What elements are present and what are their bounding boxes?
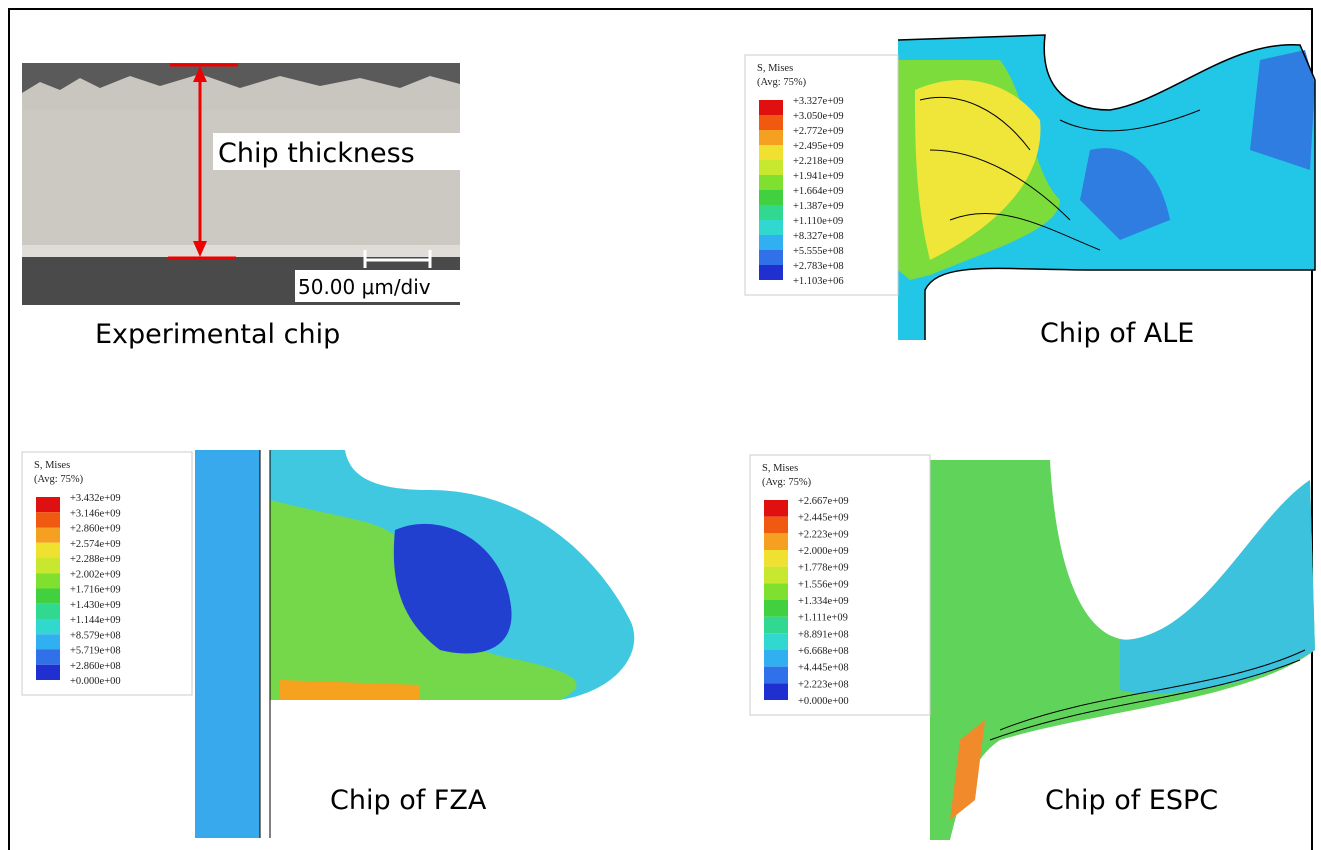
legend-value: +1.387e+09 (793, 201, 844, 212)
legend-title: S, Mises (757, 63, 793, 74)
legend-subtitle: (Avg: 75%) (757, 77, 807, 88)
legend-value: +3.050e+09 (793, 111, 844, 122)
legend-value: +2.223e+09 (798, 529, 849, 540)
legend-title: S, Mises (762, 463, 798, 474)
caption: Chip of ALE (1040, 318, 1194, 349)
legend-subtitle: (Avg: 75%) (34, 474, 84, 485)
legend-swatch (764, 617, 788, 634)
legend-value: +1.111e+09 (798, 613, 848, 624)
figure: Chip thickness 50.00 μm/div Experimental… (0, 0, 1321, 850)
legend-value: +1.334e+09 (798, 596, 849, 607)
legend-swatch (759, 175, 783, 190)
legend-subtitle: (Avg: 75%) (762, 477, 812, 488)
legend-swatch (764, 567, 788, 584)
legend-swatch (759, 145, 783, 160)
legend-value: +1.110e+09 (793, 216, 843, 227)
legend-value: +2.860e+08 (70, 661, 121, 672)
espc-contour (930, 460, 1315, 840)
legend-value: +0.000e+00 (70, 676, 121, 687)
legend-swatch (759, 115, 783, 130)
legend-swatch (764, 633, 788, 650)
legend-swatch (759, 130, 783, 145)
ale-contour (898, 35, 1315, 340)
legend-value: +2.218e+09 (793, 156, 844, 167)
fza-contour (195, 450, 634, 838)
legend-swatch (36, 573, 60, 588)
legend-title: S, Mises (34, 460, 70, 471)
legend-swatch (764, 600, 788, 617)
legend-swatch (764, 583, 788, 600)
legend-swatch (759, 190, 783, 205)
legend-value: +2.783e+08 (793, 261, 844, 272)
caption: Chip of FZA (330, 785, 487, 816)
legend-swatch (36, 589, 60, 604)
legend-swatch (36, 604, 60, 619)
legend-swatch (36, 543, 60, 558)
legend-value: +8.327e+08 (793, 231, 844, 242)
legend-value: +2.860e+09 (70, 524, 121, 535)
legend-swatch (764, 500, 788, 517)
caption: Experimental chip (95, 319, 340, 350)
legend-value: +8.579e+08 (70, 630, 121, 641)
legend-swatch (759, 205, 783, 220)
legend-value: +1.556e+09 (798, 579, 849, 590)
legend-value: +3.432e+09 (70, 493, 121, 504)
legend-swatch (759, 160, 783, 175)
legend-value: +2.445e+09 (798, 513, 849, 524)
legend-swatch (36, 512, 60, 527)
legend-value: +3.146e+09 (70, 508, 121, 519)
legend-swatch (36, 650, 60, 665)
legend-swatch (764, 517, 788, 534)
legend-value: +2.772e+09 (793, 126, 844, 137)
legend-swatch (36, 528, 60, 543)
thickness-label: Chip thickness (218, 138, 415, 169)
legend-value: +2.667e+09 (798, 496, 849, 507)
legend-swatch (759, 220, 783, 235)
legend-swatch (764, 533, 788, 550)
legend-swatch (36, 619, 60, 634)
legend-swatch (764, 683, 788, 700)
legend-value: +1.430e+09 (70, 600, 121, 611)
legend-value: +3.327e+09 (793, 96, 844, 107)
legend-value: +8.891e+08 (798, 629, 849, 640)
legend-swatch (759, 235, 783, 250)
legend-value: +5.555e+08 (793, 246, 844, 257)
legend-value: +1.941e+09 (793, 171, 844, 182)
caption: Chip of ESPC (1045, 785, 1218, 816)
legend-swatch (36, 665, 60, 680)
legend-value: +2.288e+09 (70, 554, 121, 565)
legend-value: +1.716e+09 (70, 585, 121, 596)
experimental-photo (22, 63, 460, 305)
legend-swatch (764, 550, 788, 567)
legend-value: +2.574e+09 (70, 539, 121, 550)
legend-value: +6.668e+08 (798, 646, 849, 657)
page: {"experimental":{"thickness_label":"Chip… (0, 0, 1321, 850)
legend-swatch (759, 265, 783, 280)
legend-swatch (759, 100, 783, 115)
legend-value: +5.719e+08 (70, 646, 121, 657)
legend-value: +1.664e+09 (793, 186, 844, 197)
legend-value: +4.445e+08 (798, 663, 849, 674)
legend-value: +1.103e+06 (793, 276, 844, 287)
legend-swatch (36, 497, 60, 512)
legend-value: +2.000e+09 (798, 546, 849, 557)
legend-value: +0.000e+00 (798, 696, 849, 707)
legend-value: +1.778e+09 (798, 563, 849, 574)
scale-label: 50.00 μm/div (298, 275, 431, 299)
legend-swatch (759, 250, 783, 265)
legend-value: +2.223e+08 (798, 679, 849, 690)
legend-swatch (764, 650, 788, 667)
legend-value: +2.495e+09 (793, 141, 844, 152)
legend-swatch (36, 558, 60, 573)
legend-swatch (36, 634, 60, 649)
legend-value: +2.002e+09 (70, 569, 121, 580)
legend-value: +1.144e+09 (70, 615, 121, 626)
legend-swatch (764, 667, 788, 684)
